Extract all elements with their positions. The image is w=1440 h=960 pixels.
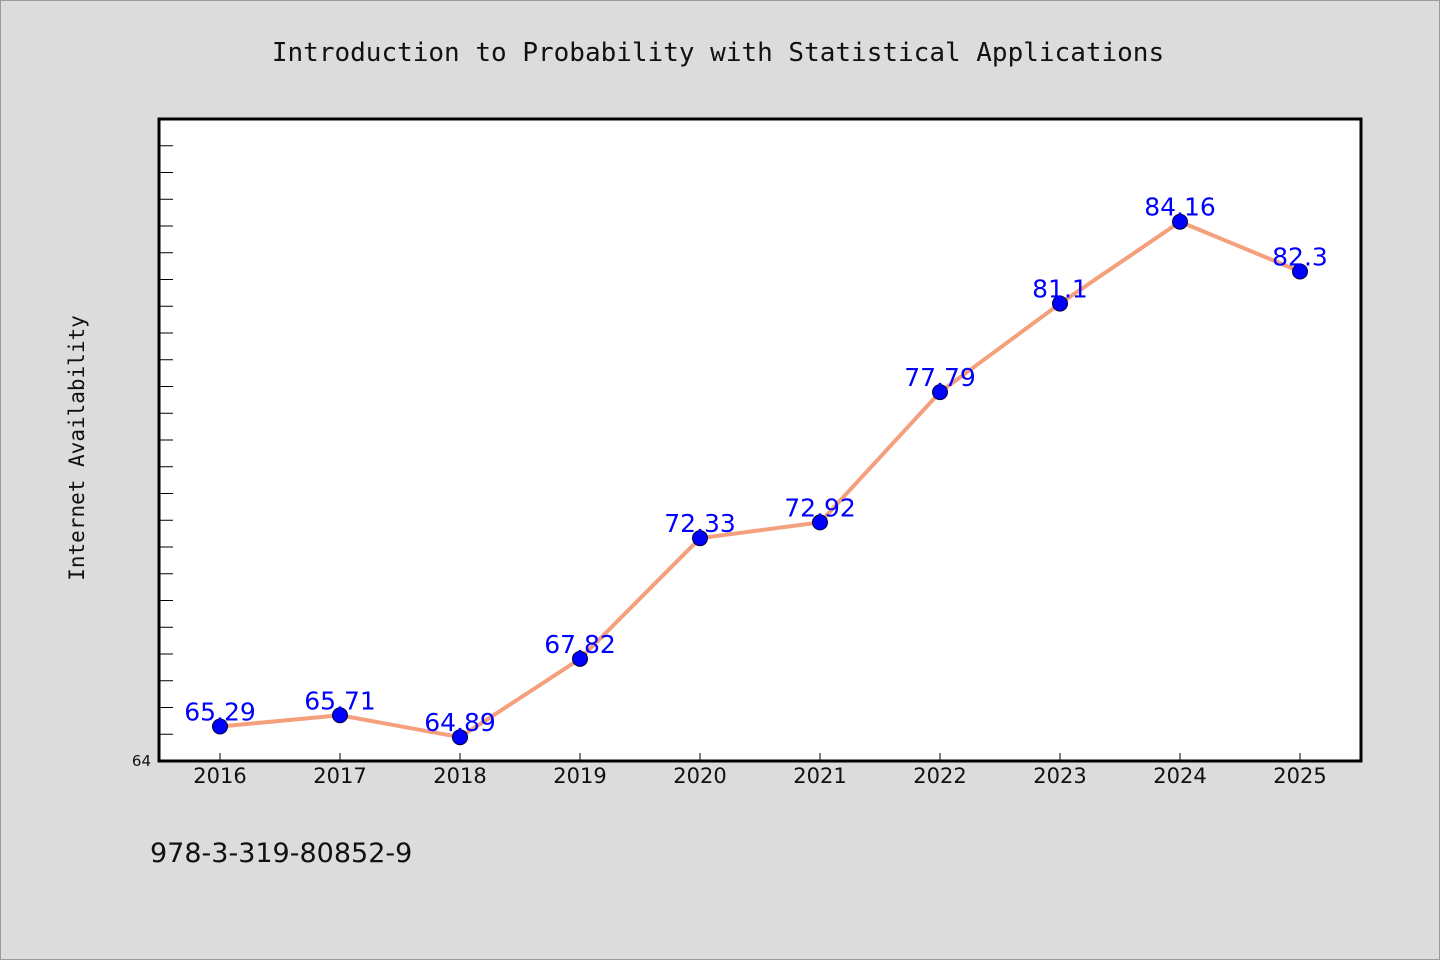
data-markers (212, 213, 1308, 746)
data-label: 72.92 (784, 493, 856, 522)
data-point (572, 650, 588, 667)
x-tick-label: 2024 (1153, 764, 1206, 788)
x-tick-label: 2018 (433, 764, 486, 788)
x-tick-label: 2021 (793, 764, 846, 788)
chart-title: Introduction to Probability with Statist… (272, 38, 1164, 68)
data-label: 64.89 (424, 708, 496, 737)
isbn-text: 978-3-319-80852-9 (150, 838, 412, 869)
y-axis-ticks: 64 (132, 145, 173, 770)
data-point (1172, 213, 1188, 230)
data-point (812, 514, 828, 531)
y-tick-label: 64 (132, 752, 151, 770)
data-label: 65.71 (304, 686, 376, 715)
x-tick-label: 2025 (1273, 764, 1326, 788)
data-label: 72.33 (664, 509, 736, 538)
y-axis-label: Internet Availability (65, 315, 89, 581)
data-point (452, 729, 468, 746)
x-tick-label: 2017 (313, 764, 366, 788)
x-tick-label: 2022 (913, 764, 966, 788)
data-point (1292, 263, 1308, 280)
data-point (212, 718, 228, 735)
x-tick-label: 2016 (193, 764, 246, 788)
plot-area (157, 117, 1363, 763)
data-label: 67.82 (544, 630, 616, 659)
data-point (932, 384, 948, 401)
data-label: 84.16 (1144, 193, 1216, 222)
data-label: 77.79 (904, 363, 976, 392)
series-line (219, 219, 1301, 740)
data-label: 82.3 (1272, 242, 1328, 271)
data-point (692, 530, 708, 547)
x-tick-label: 2023 (1033, 764, 1086, 788)
data-label: 65.29 (184, 697, 256, 726)
data-labels: 65.29 65.71 64.89 67.82 72.33 72.92 77.79 81.1 8… (184, 193, 1328, 737)
data-point (1052, 295, 1068, 312)
x-tick-label: 2019 (553, 764, 606, 788)
data-label: 81.1 (1032, 275, 1088, 304)
x-tick-label: 2020 (673, 764, 726, 788)
x-axis: 2016 2017 2018 2019 2020 2021 2022 2023 2024 2025 (193, 753, 1327, 788)
data-point (332, 707, 348, 724)
